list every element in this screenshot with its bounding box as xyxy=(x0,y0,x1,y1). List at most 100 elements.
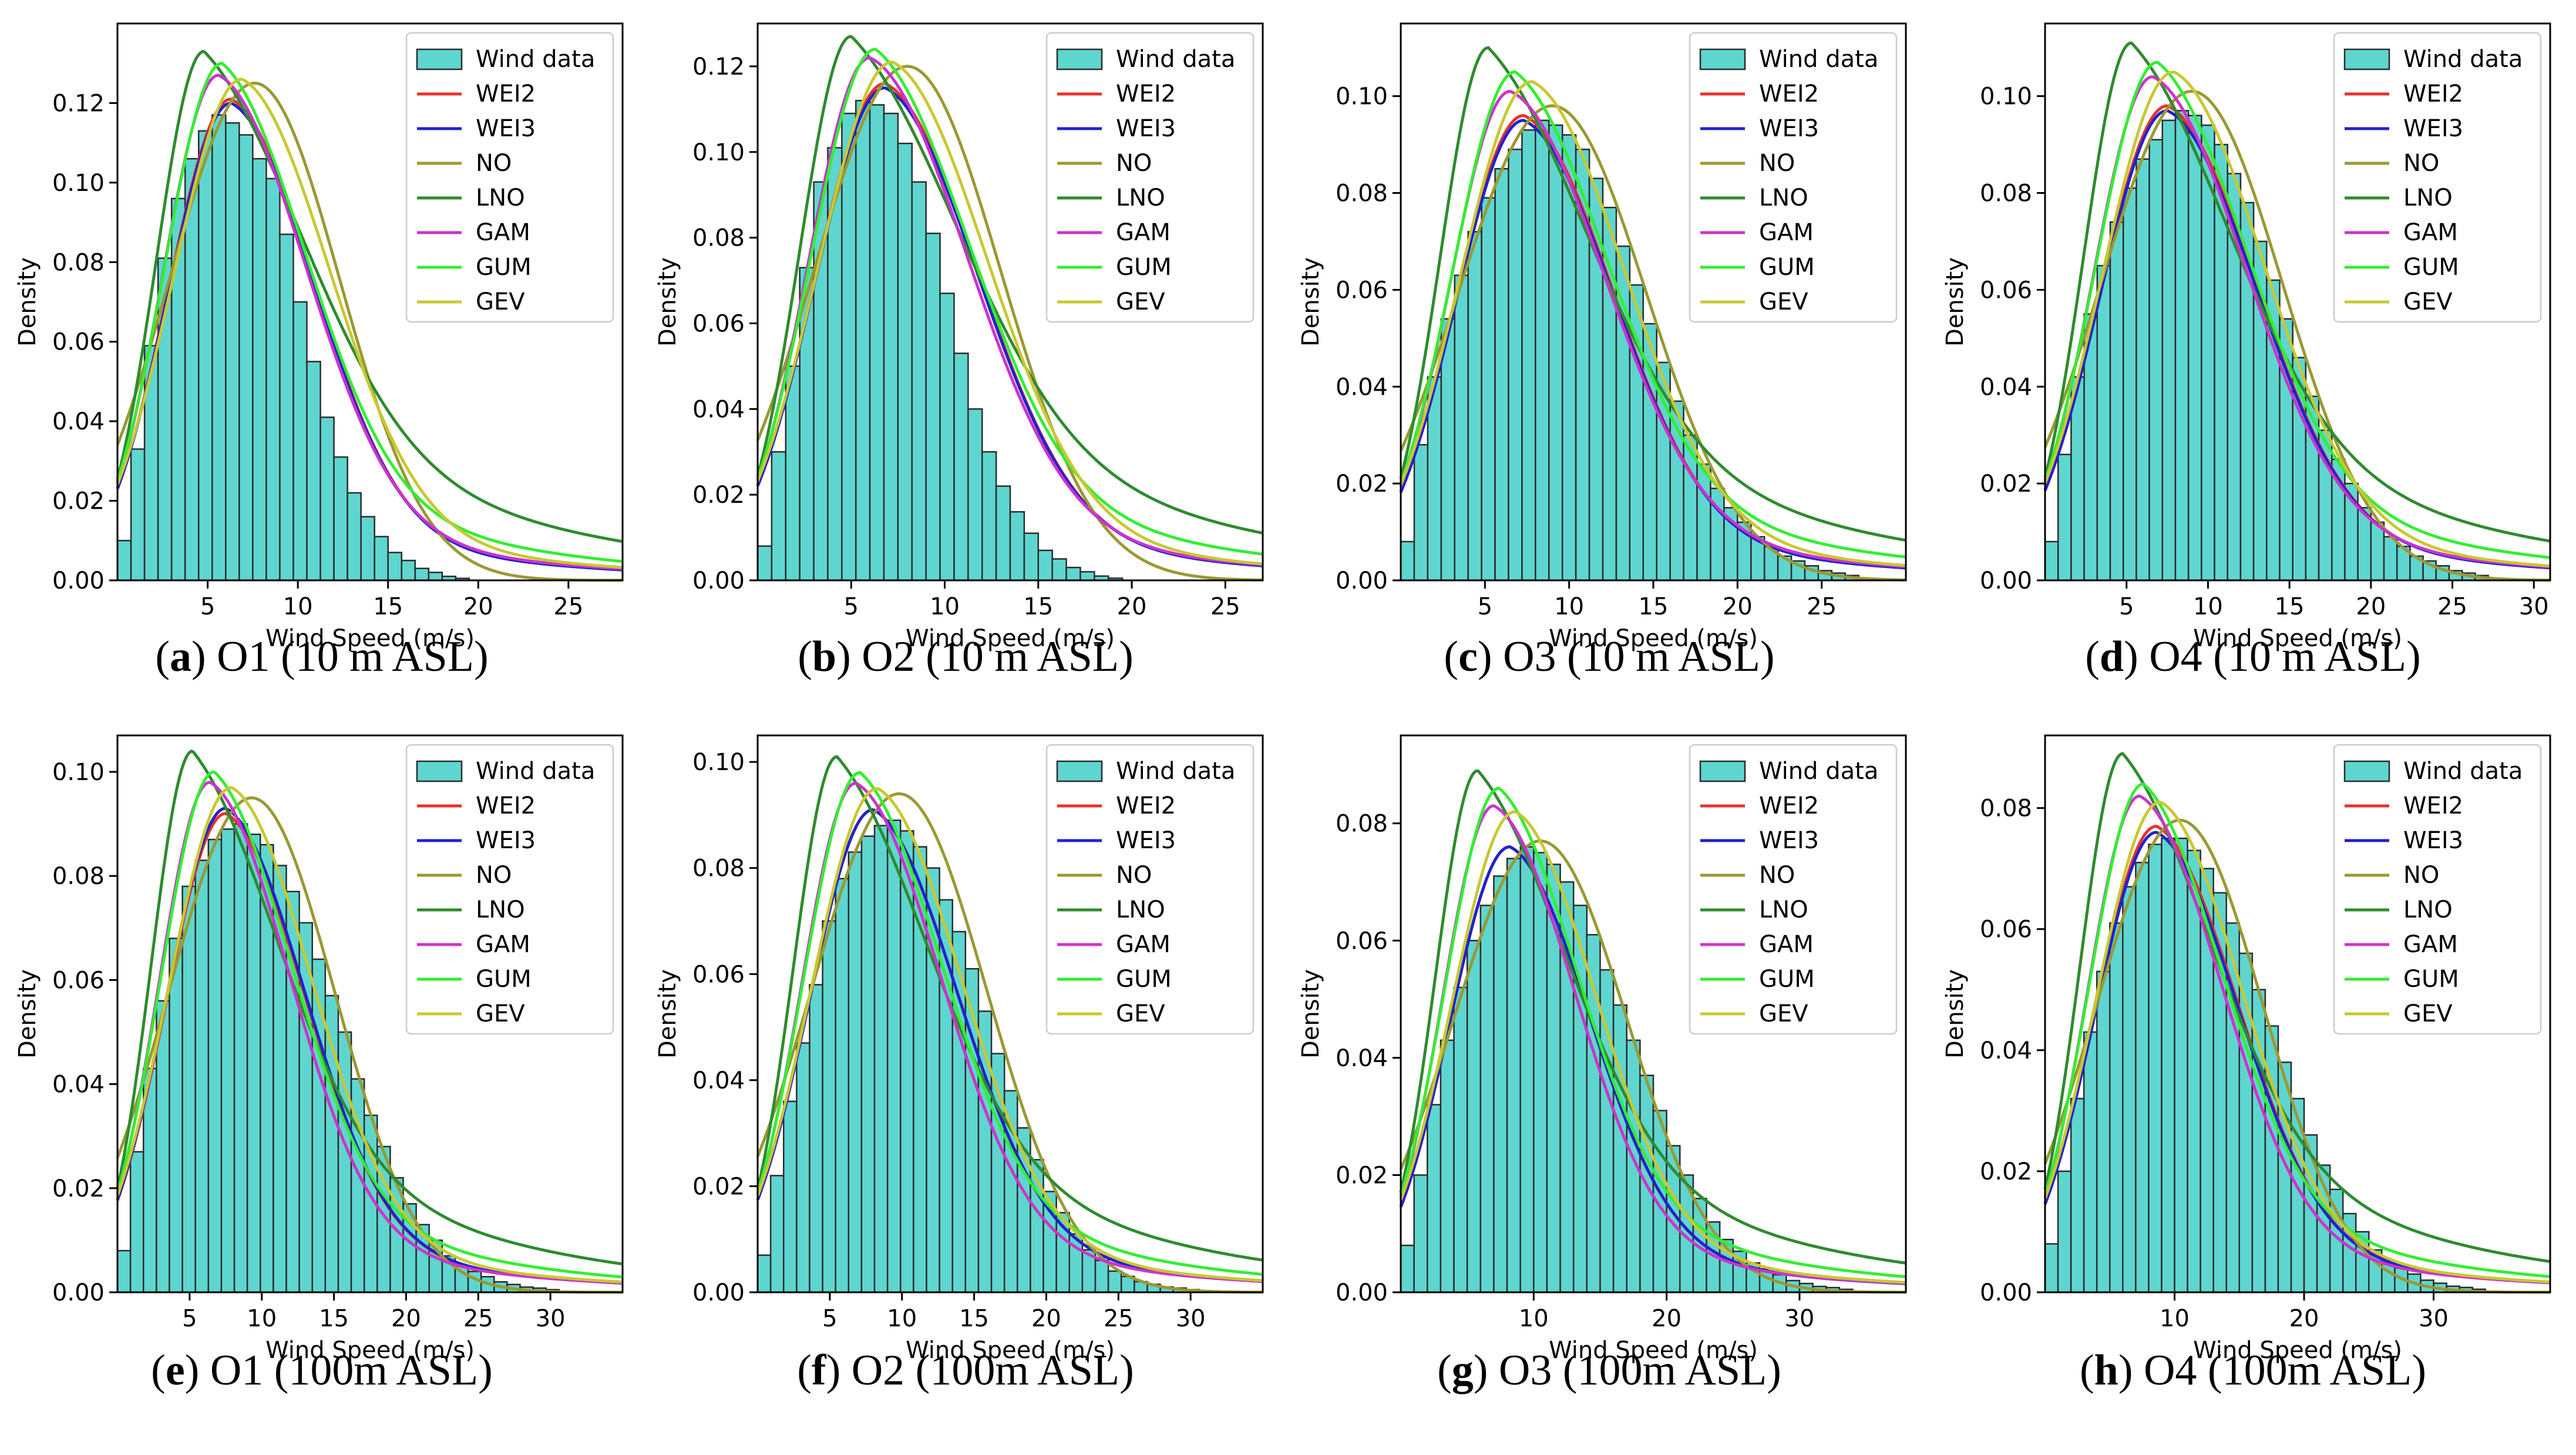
y-tick-label: 0.10 xyxy=(1980,83,2032,110)
x-tick-label: 30 xyxy=(2519,593,2549,620)
x-tick-label: 10 xyxy=(1554,593,1584,620)
y-tick-label: 0.00 xyxy=(692,1279,745,1306)
legend-swatch-wind-data xyxy=(1056,48,1103,70)
legend-label: GEV xyxy=(1759,288,1808,315)
y-axis-label: Density xyxy=(1942,257,1969,347)
y-axis-label: Density xyxy=(14,257,41,347)
histogram-bar xyxy=(211,114,227,582)
histogram-bar xyxy=(1400,1244,1415,1293)
legend-label: Wind data xyxy=(2403,46,2523,73)
x-tick-label: 10 xyxy=(2193,593,2223,620)
legend-label: WEI3 xyxy=(476,827,536,854)
histogram-bar xyxy=(900,830,914,1293)
y-tick-label: 0.04 xyxy=(692,396,745,423)
histogram-bar xyxy=(2161,837,2175,1293)
legend-label: Wind data xyxy=(476,758,595,785)
histogram-bar xyxy=(2044,540,2059,582)
legend-label: NO xyxy=(1116,150,1152,177)
x-tick-label: 15 xyxy=(373,593,403,620)
y-tick-label: 0.08 xyxy=(52,249,105,276)
x-axis-label: Wind Speed (m/s) xyxy=(906,1337,1115,1364)
x-tick-label: 10 xyxy=(930,593,960,620)
caption-close-paren: ) xyxy=(2124,633,2150,681)
legend-label: WEI2 xyxy=(476,80,536,107)
x-axis-label: Wind Speed (m/s) xyxy=(1549,1337,1758,1364)
legend-label: WEI3 xyxy=(1759,827,1819,854)
y-tick-label: 0.06 xyxy=(52,967,105,994)
histogram-bar xyxy=(782,1100,798,1293)
legend-swatch-wind-data xyxy=(1699,760,1746,782)
x-tick-label: 5 xyxy=(2119,593,2134,620)
legend-label: WEI3 xyxy=(2403,115,2463,142)
histogram-bar xyxy=(1400,540,1415,582)
histogram-bar xyxy=(238,134,254,582)
legend-label: WEI3 xyxy=(2403,827,2463,854)
fit-curve-no xyxy=(2043,818,2550,1294)
caption-text: O2 (100m ASL) xyxy=(851,1346,1134,1394)
histogram-bar xyxy=(252,157,267,582)
caption-letter: b xyxy=(812,633,837,681)
legend-label: WEI2 xyxy=(2403,80,2463,107)
histogram-bar xyxy=(796,1042,811,1293)
fit-curve-gum xyxy=(2043,782,2551,1278)
histogram-bar xyxy=(292,301,308,582)
legend-label: LNO xyxy=(1116,896,1165,923)
legend-label: NO xyxy=(1759,150,1795,177)
legend-swatch-wind-data xyxy=(2343,48,2390,70)
y-tick-label: 0.10 xyxy=(1336,83,1388,110)
legend: Wind data WEI2 WEI3 NO LNO GAM GUM GEV xyxy=(1045,744,1255,1035)
x-tick-label: 20 xyxy=(1031,1305,1061,1332)
caption-text: O2 (10 m ASL) xyxy=(862,633,1134,681)
fit-curve-no xyxy=(1399,839,1906,1294)
histogram-bar xyxy=(869,104,885,582)
legend-label: GEV xyxy=(2403,288,2453,315)
histogram-bar xyxy=(822,920,836,1293)
y-axis-label: Density xyxy=(654,257,681,347)
legend-label: GEV xyxy=(1759,1000,1808,1027)
x-tick-label: 10 xyxy=(247,1305,277,1332)
legend-label: NO xyxy=(476,862,512,889)
fit-curve-gam xyxy=(756,56,1263,566)
plot-frame xyxy=(2044,734,2551,1293)
y-tick-label: 0.08 xyxy=(1980,180,2032,207)
legend-box xyxy=(2333,32,2542,323)
histogram-bar xyxy=(1440,1039,1455,1293)
histogram-bar xyxy=(129,1151,144,1293)
fit-curve-gev xyxy=(116,786,623,1283)
legend-label: GAM xyxy=(1116,219,1171,246)
legend-label: Wind data xyxy=(2403,758,2523,785)
y-tick-label: 0.10 xyxy=(692,139,745,166)
fit-curve-gum xyxy=(756,48,1263,556)
panel-caption: (d) O4 (10 m ASL) xyxy=(1931,632,2575,682)
histogram-bar xyxy=(1479,905,1495,1293)
legend-label: GEV xyxy=(476,288,525,315)
legend-label: GUM xyxy=(1759,254,1815,281)
x-tick-label: 30 xyxy=(536,1305,566,1332)
panel-caption: (e) O1 (100m ASL) xyxy=(0,1346,644,1396)
histogram-bar xyxy=(848,851,863,1293)
histogram-bar xyxy=(2136,158,2150,582)
legend-swatch-wind-data xyxy=(416,48,463,70)
x-tick-label: 10 xyxy=(283,593,313,620)
histogram-bar xyxy=(1506,858,1521,1293)
legend-label: GUM xyxy=(2403,254,2459,281)
histogram-bar xyxy=(2187,849,2201,1293)
caption-close-paren: ) xyxy=(184,1346,210,1394)
fit-curve-no xyxy=(756,792,1263,1294)
y-tick-label: 0.06 xyxy=(1336,928,1388,955)
y-tick-label: 0.02 xyxy=(1980,1158,2032,1185)
legend-label: WEI3 xyxy=(1116,827,1176,854)
legend-label: WEI3 xyxy=(1116,115,1176,142)
x-tick-label: 20 xyxy=(2289,1305,2319,1332)
caption-text: O1 (100m ASL) xyxy=(210,1346,493,1394)
histogram-bar xyxy=(1009,511,1025,582)
y-tick-label: 0.12 xyxy=(52,90,105,117)
y-tick-label: 0.04 xyxy=(1980,374,2032,401)
histogram-bar xyxy=(1051,558,1067,582)
histogram-bar xyxy=(1094,1259,1109,1293)
chart-panel: 0.00 0.02 0.04 0.06 0.08 0.10 5 10 15 20 25 30 Wind … xyxy=(654,734,1264,1364)
x-tick-label: 15 xyxy=(1639,593,1669,620)
x-tick-label: 25 xyxy=(553,593,583,620)
y-tick-label: 0.00 xyxy=(52,1279,105,1306)
caption-letter: g xyxy=(1451,1346,1474,1394)
